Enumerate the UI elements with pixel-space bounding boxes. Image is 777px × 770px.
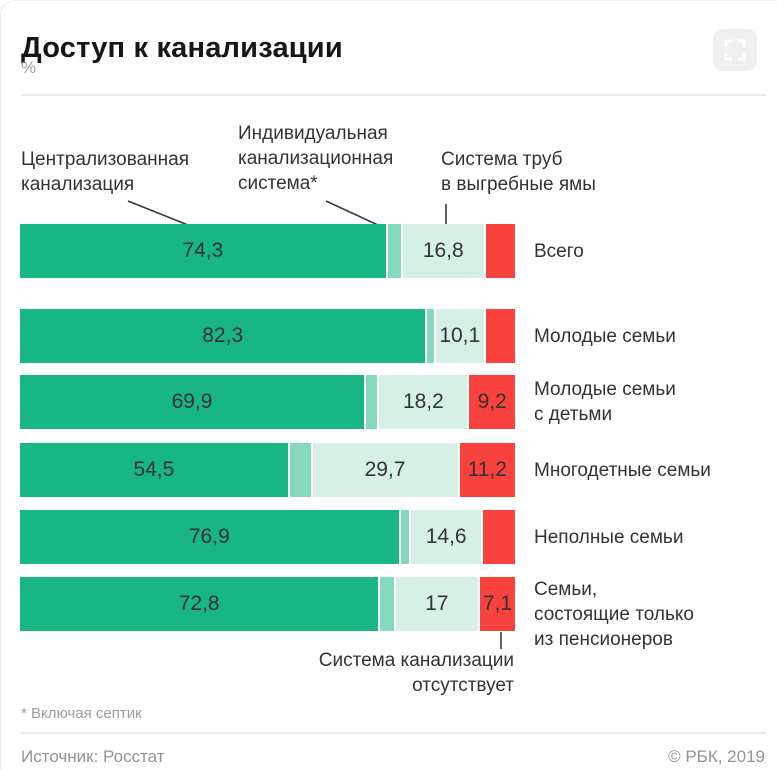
source-label: Источник: Росстат bbox=[21, 747, 165, 766]
chart-row: 74,3 16,8 Всего bbox=[20, 224, 777, 278]
unit-label: % bbox=[21, 58, 37, 77]
bar-segment-1 bbox=[380, 577, 396, 631]
bar-segment-1 bbox=[289, 443, 313, 497]
value-label: 54,5 bbox=[133, 458, 175, 481]
bar-segment-0: 69,9 bbox=[20, 375, 366, 429]
bar-segment-1 bbox=[366, 375, 380, 429]
bar-segment-2: 16,8 bbox=[402, 224, 486, 278]
category-label: Всего bbox=[534, 240, 584, 262]
bar-segment-2: 17 bbox=[395, 577, 480, 631]
chart-row: 72,8 17 7,1 Семьи, состоящие только из пенс… bbox=[20, 577, 777, 650]
chart-row: 76,9 14,6 Неполные семьи bbox=[20, 510, 777, 564]
bar-segment-0: 74,3 bbox=[20, 224, 388, 278]
stacked-bar: 76,9 14,6 bbox=[20, 510, 515, 564]
category-label: Семьи, состоящие только из пенсионеров bbox=[534, 579, 694, 650]
value-label: 9,2 bbox=[477, 390, 507, 413]
bar-segment-2: 29,7 bbox=[312, 443, 460, 497]
footnote: * Включая септик bbox=[21, 705, 142, 722]
annotation-individual: Индивидуальная канализационная система* bbox=[238, 123, 394, 194]
value-label: 17 bbox=[425, 592, 449, 615]
bar-segment-0: 82,3 bbox=[20, 309, 428, 363]
category-label: Многодетные семьи bbox=[534, 459, 711, 481]
bar-segment-0: 76,9 bbox=[20, 510, 401, 564]
value-label: 76,9 bbox=[188, 525, 230, 548]
page-title: Доступ к канализации bbox=[21, 32, 343, 65]
stacked-bar: 69,9 18,2 9,2 bbox=[20, 375, 515, 429]
bar-segment-3: 9,2 bbox=[469, 375, 515, 429]
category-label: Молодые семьи bbox=[534, 325, 676, 347]
bar-segment-0: 54,5 bbox=[20, 443, 290, 497]
value-label: 29,7 bbox=[364, 458, 406, 481]
stacked-bar: 74,3 16,8 bbox=[20, 224, 515, 278]
fullscreen-icon bbox=[724, 39, 746, 61]
chart-row: 82,3 10,1 Молодые семьи bbox=[20, 309, 777, 363]
bar-segment-1 bbox=[427, 309, 436, 363]
bar-segment-3: 7,1 bbox=[479, 577, 515, 631]
value-label: 11,2 bbox=[467, 458, 507, 481]
bar-segment-3 bbox=[485, 309, 515, 363]
bar-segment-1 bbox=[387, 224, 403, 278]
value-label: 14,6 bbox=[425, 525, 467, 548]
chart-row: 69,9 18,2 9,2 Молодые семьи с детьми bbox=[20, 375, 777, 429]
header-divider bbox=[21, 94, 766, 96]
category-label: Молодые семьи с детьми bbox=[534, 379, 676, 425]
bar-segment-2: 10,1 bbox=[435, 309, 486, 363]
value-label: 69,9 bbox=[171, 390, 213, 413]
annotation-centralized: Централизованная канализация bbox=[21, 149, 190, 195]
category-label: Неполные семьи bbox=[534, 526, 684, 548]
annotation-pipes: Система труб в выгребные ямы bbox=[441, 149, 596, 195]
annotation-no-sewerage: Система канализации отсутствует bbox=[318, 650, 514, 696]
stacked-bar: 82,3 10,1 bbox=[20, 309, 515, 363]
bar-segment-3 bbox=[483, 510, 515, 564]
stacked-bar: 72,8 17 7,1 bbox=[20, 577, 515, 631]
value-label: 18,2 bbox=[402, 390, 444, 413]
bar-segment-2: 18,2 bbox=[379, 375, 470, 429]
value-label: 82,3 bbox=[202, 324, 244, 347]
value-label: 16,8 bbox=[422, 239, 464, 262]
footer-divider bbox=[21, 732, 766, 734]
chart-row: 54,5 29,7 11,2 Многодетные семьи bbox=[20, 443, 777, 497]
bar-segment-2: 14,6 bbox=[411, 510, 484, 564]
value-label: 7,1 bbox=[482, 592, 513, 615]
bar-segment-0: 72,8 bbox=[20, 577, 381, 631]
copyright-label: © РБК, 2019 bbox=[668, 747, 765, 766]
bar-segment-3 bbox=[485, 224, 515, 278]
bar-segment-3: 11,2 bbox=[459, 443, 515, 497]
stacked-bar: 54,5 29,7 11,2 bbox=[20, 443, 515, 497]
value-label: 10,1 bbox=[439, 324, 481, 347]
fullscreen-button[interactable] bbox=[713, 29, 757, 71]
value-label: 72,8 bbox=[178, 592, 220, 615]
value-label: 74,3 bbox=[182, 239, 224, 262]
bar-segment-1 bbox=[400, 510, 412, 564]
